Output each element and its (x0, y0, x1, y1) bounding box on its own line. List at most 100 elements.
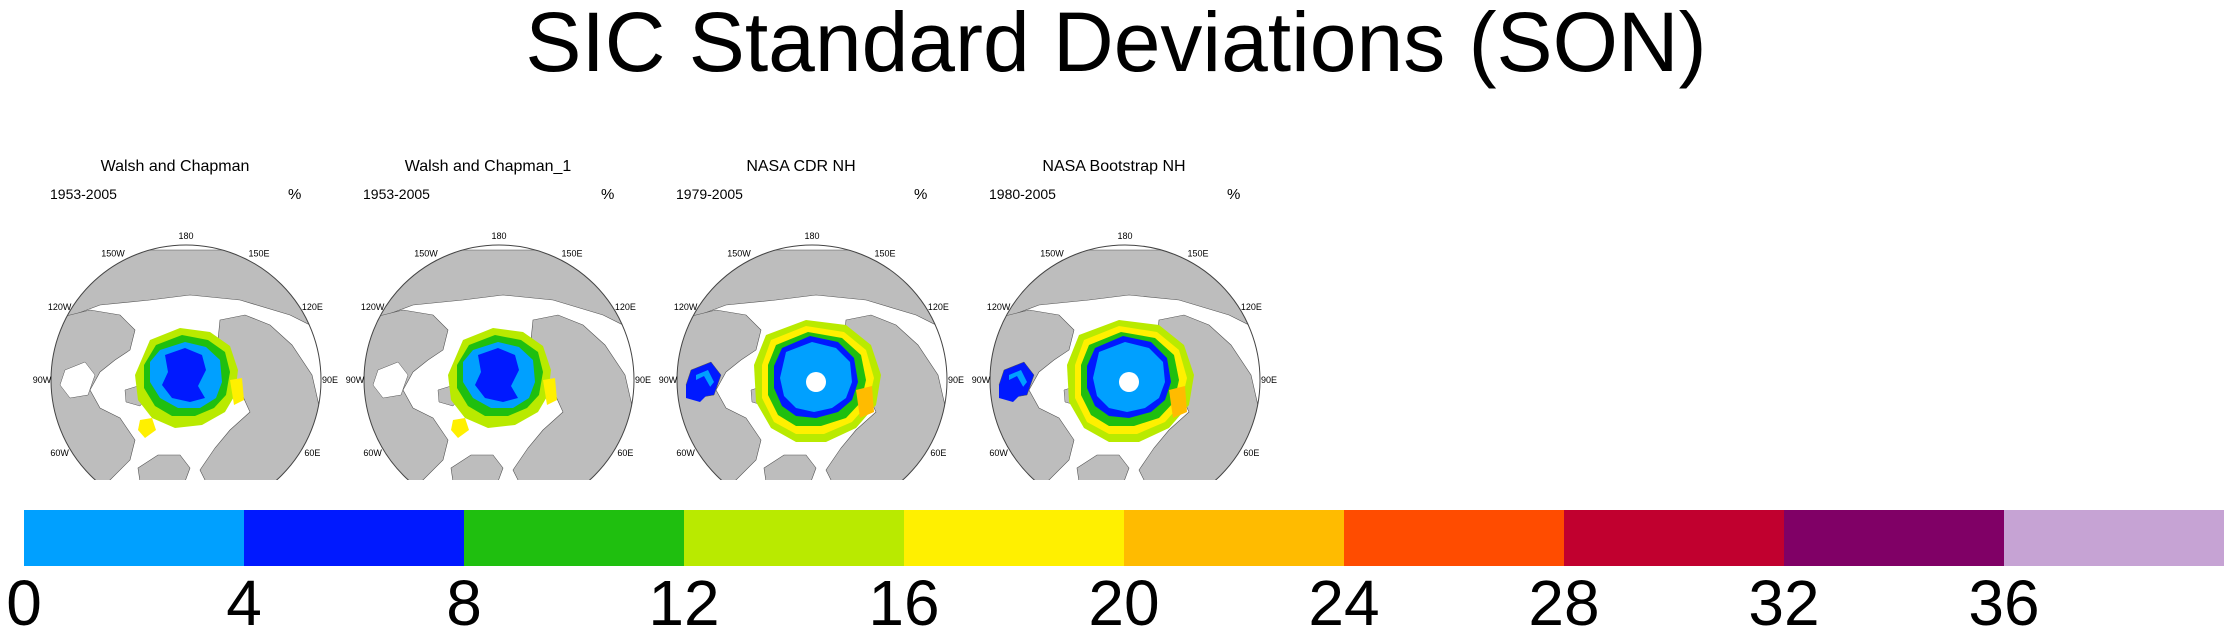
longitude-label: 120E (302, 302, 323, 312)
ice-band-4-8 (686, 376, 712, 402)
ice-band-16-20 (230, 378, 244, 405)
longitude-label: 150W (727, 249, 751, 259)
colorbar-tick-label: 8 (446, 567, 482, 639)
longitude-label: 120W (674, 302, 698, 312)
panel-years: 1980-2005 (989, 186, 1056, 202)
longitude-label: 120W (48, 302, 72, 312)
longitude-label: 90W (659, 375, 678, 385)
pole-hole (1119, 372, 1139, 392)
ice-band-20-24 (856, 386, 874, 418)
hudson-bay (59, 361, 96, 399)
colorbar-segment (684, 510, 904, 566)
colorbar (24, 510, 2224, 566)
panel-title: Walsh and Chapman_1 (404, 158, 572, 175)
colorbar-segment (1344, 510, 1564, 566)
longitude-label: 60E (930, 448, 946, 458)
panel-years: 1979-2005 (676, 186, 743, 202)
longitude-label: 150E (874, 249, 895, 259)
longitude-label: 60W (989, 448, 1008, 458)
longitude-label: 120W (361, 302, 385, 312)
colorbar-segment (24, 510, 244, 566)
hudson-bay (372, 361, 409, 399)
longitude-label: 120E (615, 302, 636, 312)
panel-walsh-chapman: Walsh and Chapman 1953-2005 % 180 150E 120… (30, 150, 340, 480)
panel-units: % (914, 186, 928, 203)
polar-map: 180150E120E90E60E30E030W60W90W120W150W (659, 231, 964, 480)
globe-outline (989, 244, 1261, 480)
polar-map: 180150E120E90E60E30E030W60W90W120W150W (346, 231, 651, 480)
colorbar-tick-label: 12 (648, 567, 720, 639)
panel-walsh-chapman-1: Walsh and Chapman_1 1953-2005 % 180 150E 1… (343, 150, 653, 480)
ice-band-4-8 (162, 348, 206, 402)
panel-years: 1953-2005 (363, 186, 430, 202)
greenland-landmass (450, 454, 504, 480)
colorbar-segment (2004, 510, 2224, 566)
pole-hole (806, 372, 826, 392)
colorbar-segment (1564, 510, 1784, 566)
longitude-label: 150E (248, 249, 269, 259)
colorbar-tick-label: 32 (1748, 567, 1820, 639)
longitude-label: 60E (304, 448, 320, 458)
longitude-label: 150E (561, 249, 582, 259)
colorbar-tick-label: 0 (6, 567, 42, 639)
polar-map: 180150E120E90E60E30E030W60W90W120W150W (33, 231, 338, 480)
colorbar-segment (464, 510, 684, 566)
longitude-label: 60W (676, 448, 695, 458)
longitude-label: 180 (178, 231, 193, 241)
longitude-label: 150W (1040, 249, 1064, 259)
longitude-label: 150W (414, 249, 438, 259)
colorbar-segment (244, 510, 464, 566)
longitude-label: 90E (1261, 375, 1277, 385)
ice-band-16-20 (451, 418, 469, 438)
longitude-label: 180 (491, 231, 506, 241)
longitude-label: 90W (972, 375, 991, 385)
ice-band-16-20 (543, 378, 557, 405)
ice-band-16-20 (138, 418, 156, 438)
colorbar-segment (1124, 510, 1344, 566)
colorbar-tick-label: 36 (1968, 567, 2040, 639)
panel-years: 1953-2005 (50, 186, 117, 202)
panel-units: % (601, 186, 615, 203)
longitude-label: 120W (987, 302, 1011, 312)
colorbar-tick-label: 16 (868, 567, 940, 639)
colorbar-tick-label: 28 (1528, 567, 1600, 639)
longitude-label: 120E (1241, 302, 1262, 312)
polar-map: 180150E120E90E60E30E030W60W90W120W150W (972, 231, 1277, 480)
longitude-label: 180 (804, 231, 819, 241)
globe-outline (50, 244, 322, 480)
colorbar-tick-label: 20 (1088, 567, 1160, 639)
longitude-label: 60W (50, 448, 69, 458)
panel-title: Walsh and Chapman (100, 158, 250, 175)
panel-units: % (288, 186, 302, 203)
ice-band-4-8 (475, 348, 519, 402)
longitude-label: 90W (33, 375, 52, 385)
longitude-label: 60E (1243, 448, 1259, 458)
greenland-landmass (763, 454, 817, 480)
globe-outline (363, 244, 635, 480)
ice-band-20-24 (1169, 386, 1187, 418)
greenland-landmass (1076, 454, 1130, 480)
longitude-label: 90W (346, 375, 365, 385)
ice-band-4-8 (999, 376, 1025, 402)
colorbar-segment (904, 510, 1124, 566)
longitude-label: 90E (948, 375, 964, 385)
panel-title: NASA CDR NH (746, 158, 856, 175)
colorbar-segment (1784, 510, 2004, 566)
longitude-label: 180 (1117, 231, 1132, 241)
panel-nasa-cdr: NASA CDR NH 1979-2005 % 180 150E 120E 90E 60… (656, 150, 966, 480)
longitude-label: 90E (635, 375, 651, 385)
figure-title: SIC Standard Deviations (SON) (525, 0, 1707, 89)
colorbar-tick-label: 24 (1308, 567, 1380, 639)
longitude-label: 150E (1187, 249, 1208, 259)
longitude-label: 90E (322, 375, 338, 385)
panel-title: NASA Bootstrap NH (1042, 158, 1186, 175)
greenland-landmass (137, 454, 191, 480)
panel-nasa-bootstrap: NASA Bootstrap NH 1980-2005 % 180 150E 120… (969, 150, 1279, 480)
longitude-label: 120E (928, 302, 949, 312)
colorbar-tick-label: 4 (226, 567, 262, 639)
longitude-label: 60E (617, 448, 633, 458)
globe-outline (676, 244, 948, 480)
panel-units: % (1227, 186, 1241, 203)
longitude-label: 60W (363, 448, 382, 458)
longitude-label: 150W (101, 249, 125, 259)
